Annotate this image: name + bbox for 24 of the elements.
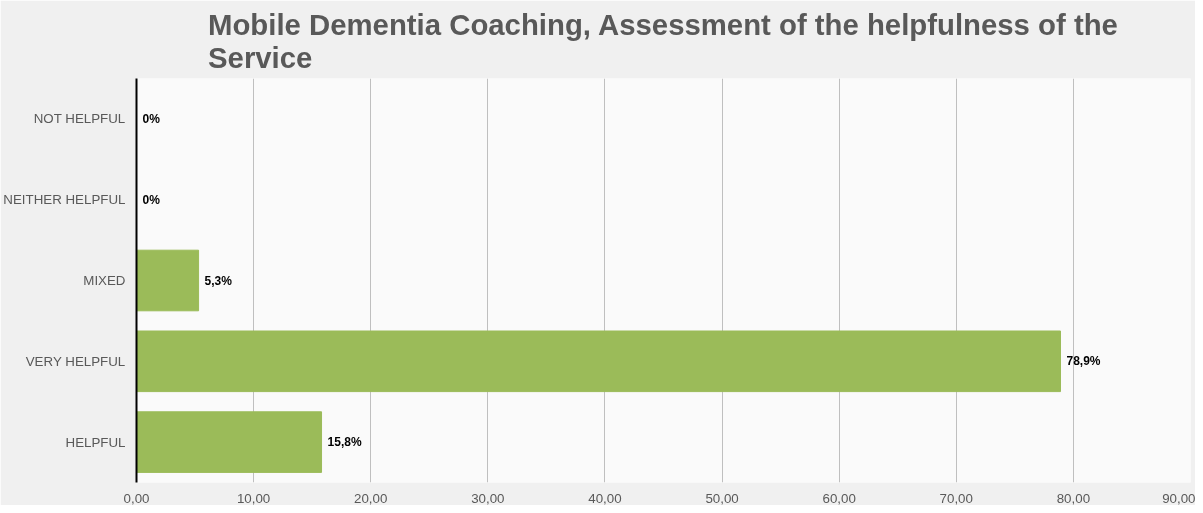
x-tick-label: 80,00 [1056, 490, 1091, 506]
x-tick-label: 50,00 [705, 490, 739, 506]
x-tick-label: 10,00 [236, 490, 271, 506]
x-tick-label: 40,00 [588, 490, 622, 506]
data-label: 5,3% [204, 273, 233, 288]
y-tick-label: HELPFUL [65, 434, 126, 450]
y-tick-label: VERY HELPFUL [25, 353, 126, 369]
x-tick-label: 90,00 [1162, 490, 1196, 506]
x-tick-label: 60,00 [822, 490, 856, 506]
y-tick-label: NOT HELPFUL [33, 111, 126, 127]
data-label: 0% [142, 111, 161, 126]
bar [136, 411, 323, 473]
bar [136, 249, 200, 312]
y-tick-label: NEITHER HELPFUL [3, 192, 126, 208]
x-tick-label: 0,00 [123, 490, 150, 506]
x-tick-label: 30,00 [471, 490, 505, 506]
x-tick-label: 70,00 [939, 490, 973, 506]
data-label: 0% [142, 192, 161, 207]
y-tick-label: MIXED [83, 273, 126, 288]
data-label: 78,9% [1066, 354, 1101, 369]
bar [136, 330, 1062, 393]
chart-title: Mobile Dementia Coaching, Assessment of the helpfulness of the Service [208, 7, 1118, 74]
x-tick-label: 20,00 [354, 490, 388, 506]
data-label: 15,8% [327, 435, 362, 450]
